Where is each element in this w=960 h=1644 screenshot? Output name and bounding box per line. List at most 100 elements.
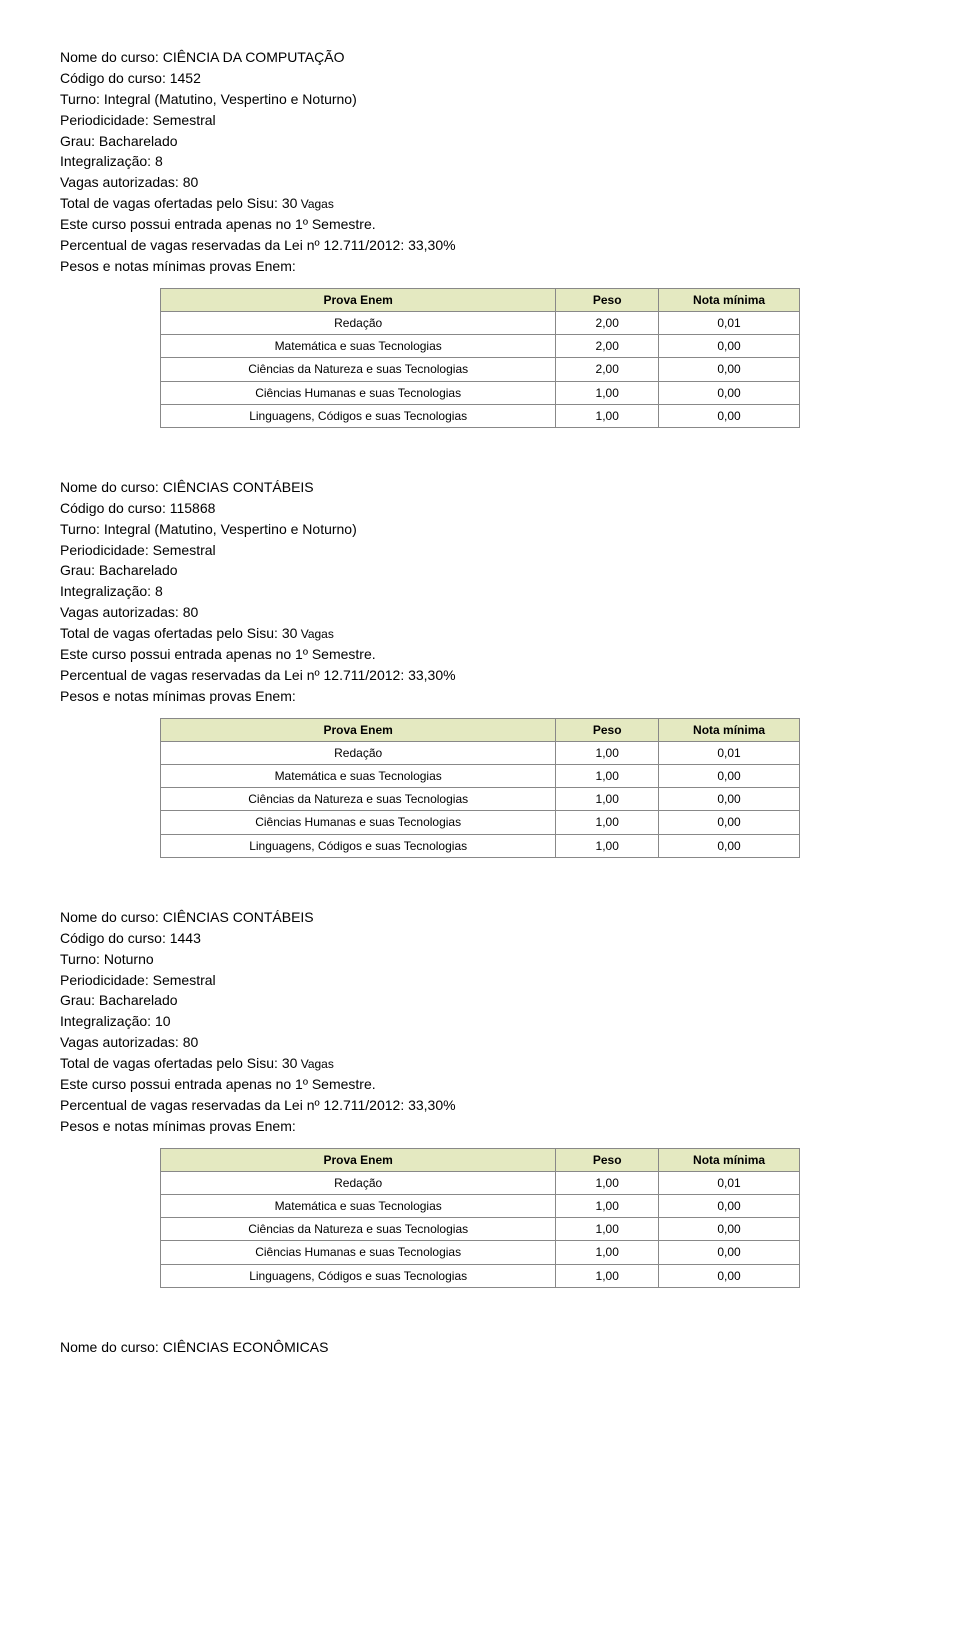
label-sisu: Total de vagas ofertadas pelo Sisu:: [60, 1055, 282, 1071]
cell-label: Matemática e suas Tecnologias: [161, 335, 555, 357]
th-nota: Nota mínima: [659, 1149, 799, 1171]
label-period: Periodicidade:: [60, 972, 153, 988]
th-peso: Peso: [556, 1149, 658, 1171]
course-turno-line: Turno: Integral (Matutino, Vespertino e …: [60, 520, 900, 539]
course-name-line: Nome do curso: CIÊNCIAS CONTÁBEIS: [60, 478, 900, 497]
sisu-suffix: Vagas: [297, 1057, 333, 1071]
label-grau: Grau:: [60, 992, 99, 1008]
cell-nota: 0,00: [659, 405, 799, 427]
value-integ: 8: [155, 583, 163, 599]
table-row: Ciências da Natureza e suas Tecnologias2…: [161, 358, 799, 380]
th-nota: Nota mínima: [659, 719, 799, 741]
table-row: Ciências Humanas e suas Tecnologias1,000…: [161, 382, 799, 404]
value-period: Semestral: [153, 542, 216, 558]
value-period: Semestral: [153, 972, 216, 988]
table-row: Matemática e suas Tecnologias1,000,00: [161, 765, 799, 787]
cell-label: Linguagens, Códigos e suas Tecnologias: [161, 835, 555, 857]
cell-label: Ciências Humanas e suas Tecnologias: [161, 811, 555, 833]
sisu-suffix: Vagas: [297, 197, 333, 211]
trailing-course-name: Nome do curso: CIÊNCIAS ECONÔMICAS: [60, 1338, 900, 1357]
cell-peso: 2,00: [556, 312, 658, 334]
th-prova: Prova Enem: [161, 719, 555, 741]
course-integ-line: Integralização: 8: [60, 582, 900, 601]
value-turno: Integral (Matutino, Vespertino e Noturno…: [104, 91, 357, 107]
course-period-line: Periodicidade: Semestral: [60, 541, 900, 560]
table-header-row: Prova Enem Peso Nota mínima: [161, 719, 799, 741]
cell-nota: 0,00: [659, 788, 799, 810]
table-row: Redação2,000,01: [161, 312, 799, 334]
label-sisu: Total de vagas ofertadas pelo Sisu:: [60, 195, 282, 211]
course-entrada-line: Este curso possui entrada apenas no 1º S…: [60, 1075, 900, 1094]
value-period: Semestral: [153, 112, 216, 128]
course-block: Nome do curso: CIÊNCIA DA COMPUTAÇÃO Cód…: [60, 48, 900, 428]
course-block: Nome do curso: CIÊNCIAS CONTÁBEIS Código…: [60, 908, 900, 1288]
cell-nota: 0,00: [659, 382, 799, 404]
cell-peso: 1,00: [556, 765, 658, 787]
cell-peso: 1,00: [556, 382, 658, 404]
table-row: Ciências da Natureza e suas Tecnologias1…: [161, 1218, 799, 1240]
cell-peso: 1,00: [556, 811, 658, 833]
course-code-line: Código do curso: 115868: [60, 499, 900, 518]
label-nome: Nome do curso:: [60, 49, 163, 65]
cell-label: Ciências da Natureza e suas Tecnologias: [161, 1218, 555, 1240]
course-vagas-line: Vagas autorizadas: 80: [60, 173, 900, 192]
label-codigo: Código do curso:: [60, 930, 170, 946]
cell-peso: 1,00: [556, 1265, 658, 1287]
label-grau: Grau:: [60, 133, 99, 149]
value-percentual: 33,30%: [408, 667, 455, 683]
course-percentual-line: Percentual de vagas reservadas da Lei nº…: [60, 1096, 900, 1115]
value-integ: 8: [155, 153, 163, 169]
cell-nota: 0,00: [659, 1241, 799, 1263]
th-nota: Nota mínima: [659, 289, 799, 311]
course-percentual-line: Percentual de vagas reservadas da Lei nº…: [60, 236, 900, 255]
cell-nota: 0,00: [659, 335, 799, 357]
cell-nota: 0,00: [659, 811, 799, 833]
cell-peso: 1,00: [556, 1195, 658, 1217]
label-percentual: Percentual de vagas reservadas da Lei nº…: [60, 1097, 408, 1113]
table-row: Ciências Humanas e suas Tecnologias1,000…: [161, 811, 799, 833]
label-turno: Turno:: [60, 521, 104, 537]
cell-nota: 0,01: [659, 312, 799, 334]
value-codigo: 1452: [170, 70, 201, 86]
value-percentual: 33,30%: [408, 237, 455, 253]
cell-nota: 0,01: [659, 742, 799, 764]
course-name-line: Nome do curso: CIÊNCIAS CONTÁBEIS: [60, 908, 900, 927]
value-nome: CIÊNCIAS CONTÁBEIS: [163, 479, 314, 495]
label-integ: Integralização:: [60, 153, 155, 169]
table-header-row: Prova Enem Peso Nota mínima: [161, 1149, 799, 1171]
enem-table: Prova Enem Peso Nota mínima Redação2,000…: [160, 288, 800, 428]
label-vagas: Vagas autorizadas:: [60, 604, 183, 620]
label-vagas: Vagas autorizadas:: [60, 174, 183, 190]
label-integ: Integralização:: [60, 583, 155, 599]
course-pesos-line: Pesos e notas mínimas provas Enem:: [60, 257, 900, 276]
label-grau: Grau:: [60, 562, 99, 578]
cell-label: Linguagens, Códigos e suas Tecnologias: [161, 405, 555, 427]
course-period-line: Periodicidade: Semestral: [60, 971, 900, 990]
course-vagas-line: Vagas autorizadas: 80: [60, 1033, 900, 1052]
table-row: Linguagens, Códigos e suas Tecnologias1,…: [161, 1265, 799, 1287]
course-turno-line: Turno: Integral (Matutino, Vespertino e …: [60, 90, 900, 109]
table-row: Linguagens, Códigos e suas Tecnologias1,…: [161, 835, 799, 857]
cell-nota: 0,00: [659, 765, 799, 787]
cell-nota: 0,00: [659, 1265, 799, 1287]
value-sisu: 30: [282, 1055, 298, 1071]
cell-label: Linguagens, Códigos e suas Tecnologias: [161, 1265, 555, 1287]
course-grau-line: Grau: Bacharelado: [60, 991, 900, 1010]
label-nome: Nome do curso:: [60, 909, 163, 925]
cell-nota: 0,00: [659, 358, 799, 380]
label-codigo: Código do curso:: [60, 70, 170, 86]
course-integ-line: Integralização: 10: [60, 1012, 900, 1031]
table-row: Ciências Humanas e suas Tecnologias1,000…: [161, 1241, 799, 1263]
cell-nota: 0,01: [659, 1172, 799, 1194]
sisu-suffix: Vagas: [297, 627, 333, 641]
table-row: Redação1,000,01: [161, 1172, 799, 1194]
value-integ: 10: [155, 1013, 171, 1029]
course-entrada-line: Este curso possui entrada apenas no 1º S…: [60, 645, 900, 664]
table-row: Ciências da Natureza e suas Tecnologias1…: [161, 788, 799, 810]
cell-peso: 2,00: [556, 335, 658, 357]
course-grau-line: Grau: Bacharelado: [60, 132, 900, 151]
course-period-line: Periodicidade: Semestral: [60, 111, 900, 130]
value-codigo: 1443: [170, 930, 201, 946]
table-row: Linguagens, Códigos e suas Tecnologias1,…: [161, 405, 799, 427]
value-grau: Bacharelado: [99, 133, 178, 149]
